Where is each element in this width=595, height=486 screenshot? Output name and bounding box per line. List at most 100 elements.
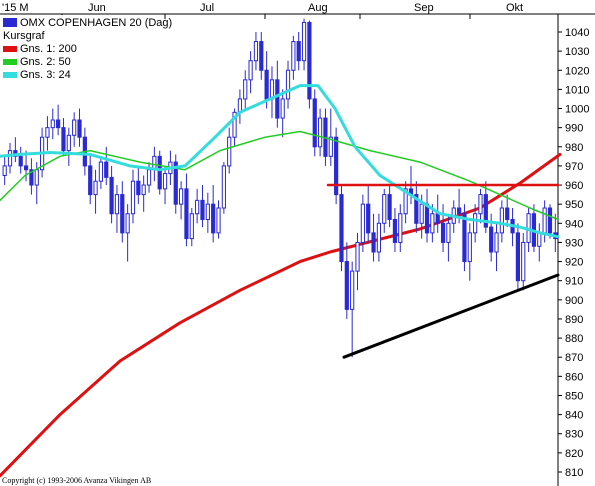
candle-body-down — [29, 169, 34, 186]
candle — [473, 204, 478, 243]
candle-body-up — [280, 98, 285, 119]
x-month-label: Okt — [506, 2, 523, 14]
candle-body-up — [291, 41, 296, 71]
candle — [440, 204, 446, 252]
support-trendline — [342, 273, 560, 359]
candle-body-down — [264, 69, 269, 100]
candle-body-up — [45, 127, 50, 138]
candle-body-down — [339, 194, 344, 263]
candle — [45, 116, 50, 151]
y-tick-label: 870 — [565, 352, 583, 364]
candle-body-up — [162, 173, 168, 190]
candle — [376, 213, 382, 262]
x-month-label: Jun — [88, 2, 106, 14]
candle — [157, 150, 162, 195]
candle — [162, 165, 168, 205]
candle-body-up — [328, 136, 333, 157]
candle-body-up — [446, 222, 451, 243]
candle — [205, 192, 210, 233]
candle-body-up — [403, 188, 408, 215]
candle — [259, 32, 264, 80]
candle-body-up — [494, 232, 499, 253]
candle — [414, 181, 419, 233]
candle-body-down — [435, 213, 440, 224]
y-tick-label: 1040 — [565, 27, 589, 39]
candle — [178, 181, 184, 220]
y-tick-label: 810 — [565, 467, 583, 479]
candle-body-down — [296, 41, 301, 62]
legend-swatch-line — [3, 46, 17, 52]
candle-body-down — [489, 226, 494, 253]
candle — [29, 158, 34, 195]
y-tick-label: 980 — [565, 142, 583, 154]
candle — [344, 242, 349, 319]
y-tick-label: 1010 — [565, 84, 589, 96]
candle-body-down — [56, 119, 61, 129]
y-axis-tick-labels: 810 820 830 840 850 860 870 880 890 900 910 920 930 9… — [558, 27, 589, 479]
y-tick-label: 860 — [565, 371, 583, 383]
candle-body-up — [355, 241, 360, 272]
legend-swatch-line — [3, 72, 17, 78]
candle — [221, 162, 226, 214]
y-tick-label: 840 — [565, 410, 583, 422]
legend-background — [0, 15, 150, 83]
candle-body-up — [478, 194, 483, 215]
x-month-label: Aug — [308, 2, 328, 14]
x-axis-month-labels: '15 M Jun Jul Aug Sep Okt — [2, 2, 523, 14]
candle — [312, 89, 317, 157]
legend-swatch-line — [3, 59, 17, 65]
candle — [189, 208, 194, 247]
candle-body-up — [350, 270, 355, 310]
candle — [285, 60, 291, 109]
candle-body-up — [542, 207, 547, 234]
candle-body-up — [398, 213, 403, 243]
y-tick-label: 900 — [565, 295, 583, 307]
candle-body-down — [200, 199, 205, 220]
candle-body-up — [467, 232, 472, 263]
candle-body-up — [232, 111, 237, 138]
candle — [307, 20, 312, 109]
candle — [253, 32, 259, 71]
candle-body-down — [483, 194, 488, 228]
candle — [7, 142, 13, 174]
candle-body-up — [98, 161, 104, 182]
candle — [56, 104, 61, 136]
candle-body-down — [456, 207, 462, 215]
candle — [120, 181, 125, 243]
candle — [360, 194, 365, 252]
ma200-line — [0, 152, 562, 478]
candle-body-up — [419, 203, 424, 224]
y-tick-label: 920 — [565, 257, 583, 269]
candle-body-up — [227, 136, 232, 167]
candle — [521, 232, 526, 291]
candle — [66, 127, 71, 166]
copyright-text: Copyright (c) 1993-2006 Avanza Vikingen … — [2, 476, 151, 485]
candle-body-down — [505, 207, 510, 220]
candle-body-up — [189, 213, 194, 240]
y-tick-label: 970 — [565, 161, 583, 173]
candlestick-series — [2, 18, 558, 358]
candle — [366, 185, 371, 243]
candle-body-up — [178, 188, 184, 205]
candle-body-up — [499, 207, 504, 234]
candle-body-down — [211, 203, 216, 234]
y-tick-label: 820 — [565, 448, 583, 460]
y-tick-label: 850 — [565, 390, 583, 402]
legend-label: Kursgraf — [3, 30, 46, 42]
candle — [114, 185, 120, 233]
candle — [195, 188, 200, 224]
candle — [328, 108, 333, 166]
y-tick-label: 910 — [565, 276, 583, 288]
candle-body-up — [50, 119, 55, 129]
candle-body-down — [392, 218, 398, 243]
legend-swatch-box — [3, 18, 17, 27]
candle-body-down — [104, 161, 109, 178]
candle — [446, 213, 451, 262]
candle — [483, 181, 488, 233]
x-month-label: '15 M — [2, 2, 29, 14]
candle — [467, 223, 472, 281]
candle-body-down — [312, 98, 317, 148]
candle — [355, 232, 360, 291]
candle — [61, 118, 66, 157]
